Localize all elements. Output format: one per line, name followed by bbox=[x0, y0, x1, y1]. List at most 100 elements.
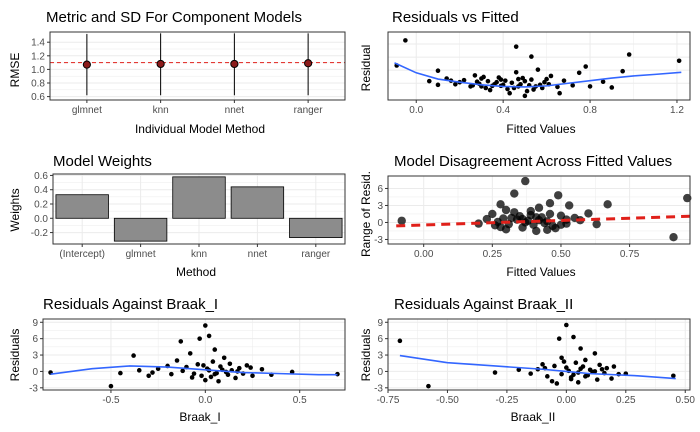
y-tick-label: 0.0 bbox=[34, 214, 48, 225]
data-point bbox=[532, 213, 541, 222]
x-axis-title: Fitted Values bbox=[506, 122, 575, 136]
data-point bbox=[571, 372, 576, 378]
data-point bbox=[156, 59, 165, 69]
data-point bbox=[210, 359, 216, 364]
plot-border bbox=[387, 31, 691, 101]
data-point bbox=[189, 375, 195, 380]
data-point bbox=[227, 361, 233, 367]
data-point bbox=[496, 222, 505, 232]
smooth-line bbox=[394, 62, 682, 88]
data-point bbox=[492, 370, 498, 375]
data-point bbox=[556, 220, 566, 229]
data-point bbox=[507, 90, 512, 96]
data-point bbox=[178, 339, 184, 344]
data-point bbox=[545, 374, 550, 379]
data-point bbox=[397, 216, 406, 225]
panel-model-weights: Model Weights Method Weights (Intercept)… bbox=[8, 153, 346, 279]
bar bbox=[172, 176, 226, 219]
y-axis-title: Residuals bbox=[359, 329, 373, 382]
x-tick-label: 0.00 bbox=[557, 395, 577, 406]
x-tick-label: 0.00 bbox=[414, 249, 434, 260]
data-point bbox=[597, 362, 602, 368]
data-point bbox=[584, 209, 593, 218]
bar bbox=[230, 186, 285, 219]
data-point bbox=[594, 377, 600, 382]
data-point bbox=[505, 86, 510, 92]
data-point bbox=[564, 365, 569, 370]
panel-title: Metric and SD For Component Models bbox=[46, 9, 302, 26]
data-point bbox=[82, 60, 91, 69]
panel-residuals-braak-i: Residuals Against Braak_I Braak_I Residu… bbox=[8, 296, 346, 424]
panel-rmse-component-models: Metric and SD For Component Models Indiv… bbox=[8, 9, 346, 136]
data-point bbox=[146, 373, 151, 379]
data-point bbox=[201, 363, 206, 368]
data-point bbox=[248, 365, 253, 370]
data-point bbox=[534, 203, 544, 212]
y-tick-label: 0.8 bbox=[31, 79, 45, 90]
x-tick-label: 0.0 bbox=[409, 105, 423, 116]
data-point bbox=[561, 359, 567, 364]
data-point bbox=[611, 364, 617, 369]
data-point bbox=[136, 368, 142, 373]
data-point bbox=[592, 369, 598, 374]
data-point bbox=[669, 233, 678, 242]
x-tick-label: glmnet bbox=[72, 105, 102, 116]
y-tick-label: 1.0 bbox=[31, 65, 45, 76]
data-point bbox=[545, 209, 555, 219]
y-tick-label: 0.4 bbox=[34, 185, 48, 196]
data-point bbox=[499, 214, 508, 223]
data-point bbox=[233, 375, 238, 381]
data-point bbox=[426, 78, 432, 84]
y-axis-title: Residual bbox=[359, 45, 373, 92]
plot-border bbox=[49, 31, 346, 101]
data-point bbox=[485, 78, 491, 84]
data-point bbox=[570, 83, 575, 88]
data-point bbox=[403, 38, 408, 43]
data-point bbox=[592, 351, 598, 356]
data-point bbox=[528, 371, 533, 376]
data-point bbox=[531, 87, 536, 92]
y-tick-label: 9 bbox=[32, 318, 38, 329]
data-point bbox=[208, 374, 214, 380]
plot-border bbox=[42, 318, 346, 391]
data-point bbox=[169, 371, 174, 377]
data-point bbox=[529, 77, 534, 82]
y-tick-label: -3 bbox=[29, 383, 38, 394]
data-point bbox=[599, 366, 605, 372]
x-tick-label: glmnet bbox=[126, 249, 156, 260]
data-point bbox=[543, 225, 552, 235]
data-point bbox=[199, 373, 204, 379]
bar bbox=[113, 217, 168, 242]
plot-border bbox=[387, 175, 691, 245]
y-tick-label: 6 bbox=[32, 334, 38, 345]
data-point bbox=[195, 362, 201, 367]
panel-title: Model Disagreement Across Fitted Values bbox=[394, 153, 672, 170]
panel-residuals-vs-fitted: Residuals vs Fitted Fitted Values Residu… bbox=[359, 9, 691, 136]
data-point bbox=[520, 75, 526, 81]
x-tick-label: 0.50 bbox=[676, 395, 696, 406]
y-axis-title: Range of Resid. bbox=[359, 171, 373, 257]
data-point bbox=[197, 336, 202, 341]
data-point bbox=[482, 214, 492, 224]
data-point bbox=[526, 206, 535, 216]
panel-residuals-braak-ii: Residuals Against Braak_II Braak_II Resi… bbox=[359, 296, 695, 424]
data-point bbox=[131, 353, 136, 358]
data-point bbox=[556, 336, 562, 341]
x-tick-label: 0.5 bbox=[293, 395, 307, 406]
x-tick-label: -0.5 bbox=[102, 395, 120, 406]
data-point bbox=[435, 68, 441, 74]
smooth-line bbox=[399, 354, 676, 380]
x-tick-label: 0.0 bbox=[198, 395, 212, 406]
data-point bbox=[683, 193, 692, 203]
data-point bbox=[568, 376, 574, 382]
data-point bbox=[481, 74, 486, 80]
data-point bbox=[513, 44, 519, 49]
data-point bbox=[435, 82, 441, 88]
x-tick-label: 0.25 bbox=[483, 249, 503, 260]
data-point bbox=[540, 362, 545, 367]
data-point bbox=[524, 88, 530, 94]
y-axis-title: Weights bbox=[8, 188, 22, 231]
bar bbox=[55, 194, 109, 219]
data-point bbox=[304, 59, 313, 68]
data-point bbox=[576, 70, 582, 76]
